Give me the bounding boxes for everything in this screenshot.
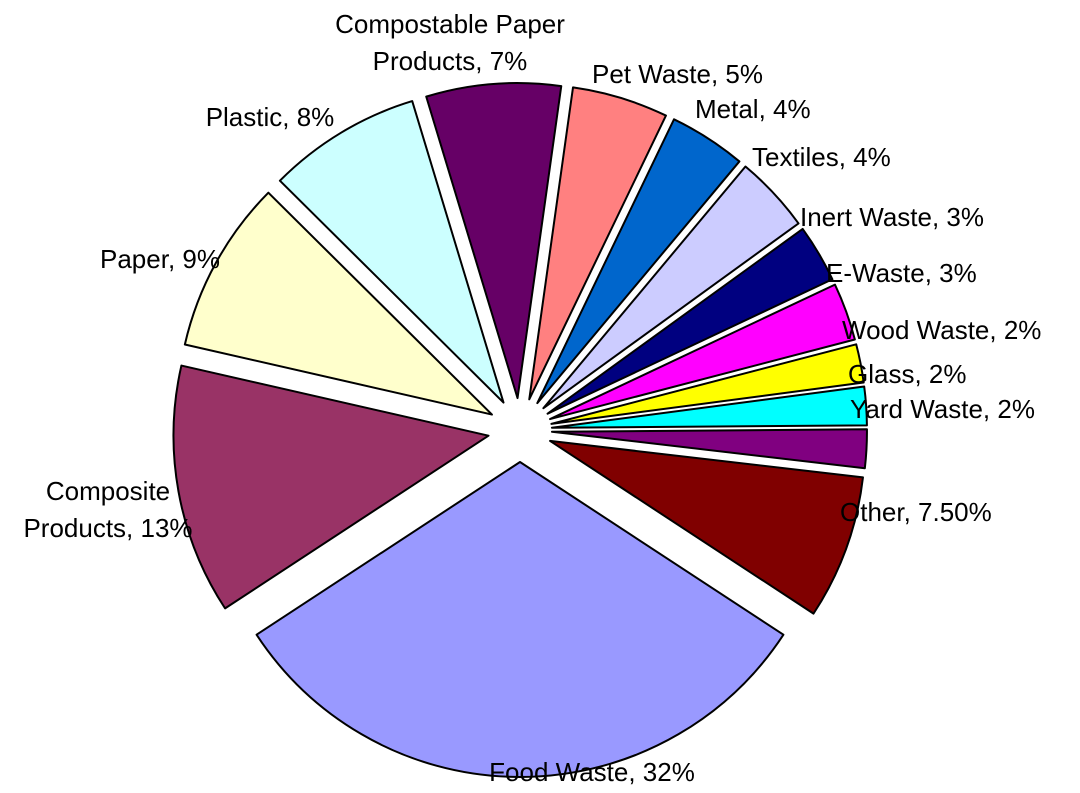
slice-compostable-paper-products [425,82,563,400]
slice-label-pet-waste: Pet Waste, 5% [592,59,763,89]
slice-e-waste [549,283,856,421]
slice-label-composite-products: Composite Products, 13% [23,476,192,543]
slice-yard-waste [550,428,868,470]
pie-slices [172,82,868,778]
slice-label-other: Other, 7.50% [840,497,992,527]
slice-inert-waste [546,227,834,415]
slice-plastic [278,100,505,404]
slice-food-waste [255,461,785,778]
slice-label-plastic: Plastic, 8% [206,102,335,132]
slice-label-paper: Paper, 9% [100,244,220,274]
pie-labels: Food Waste, 32% Other, 7.50% Yard Waste, 2… [23,9,1041,787]
slice-label-compostable-paper-products: Compostable Paper Products, 7% [335,9,565,76]
slice-label-wood-waste: Wood Waste, 2% [842,315,1041,345]
slice-label-metal: Metal, 4% [695,94,811,124]
slice-composite-products [172,364,490,610]
slice-wood-waste [550,343,865,425]
slice-other [549,439,864,615]
slice-label-glass: Glass, 2% [848,359,967,389]
slice-label-inert-waste: Inert Waste, 3% [800,202,984,232]
slice-label-textiles: Textiles, 4% [752,142,891,172]
slice-label-yard-waste: Yard Waste, 2% [850,394,1035,424]
slice-label-e-waste: E-Waste, 3% [826,258,977,288]
slice-label-food-waste: Food Waste, 32% [489,757,695,787]
slice-glass [550,385,868,429]
slice-paper [183,191,493,416]
slice-pet-waste [528,86,667,401]
slice-textiles [542,165,800,410]
slice-metal [536,118,741,405]
